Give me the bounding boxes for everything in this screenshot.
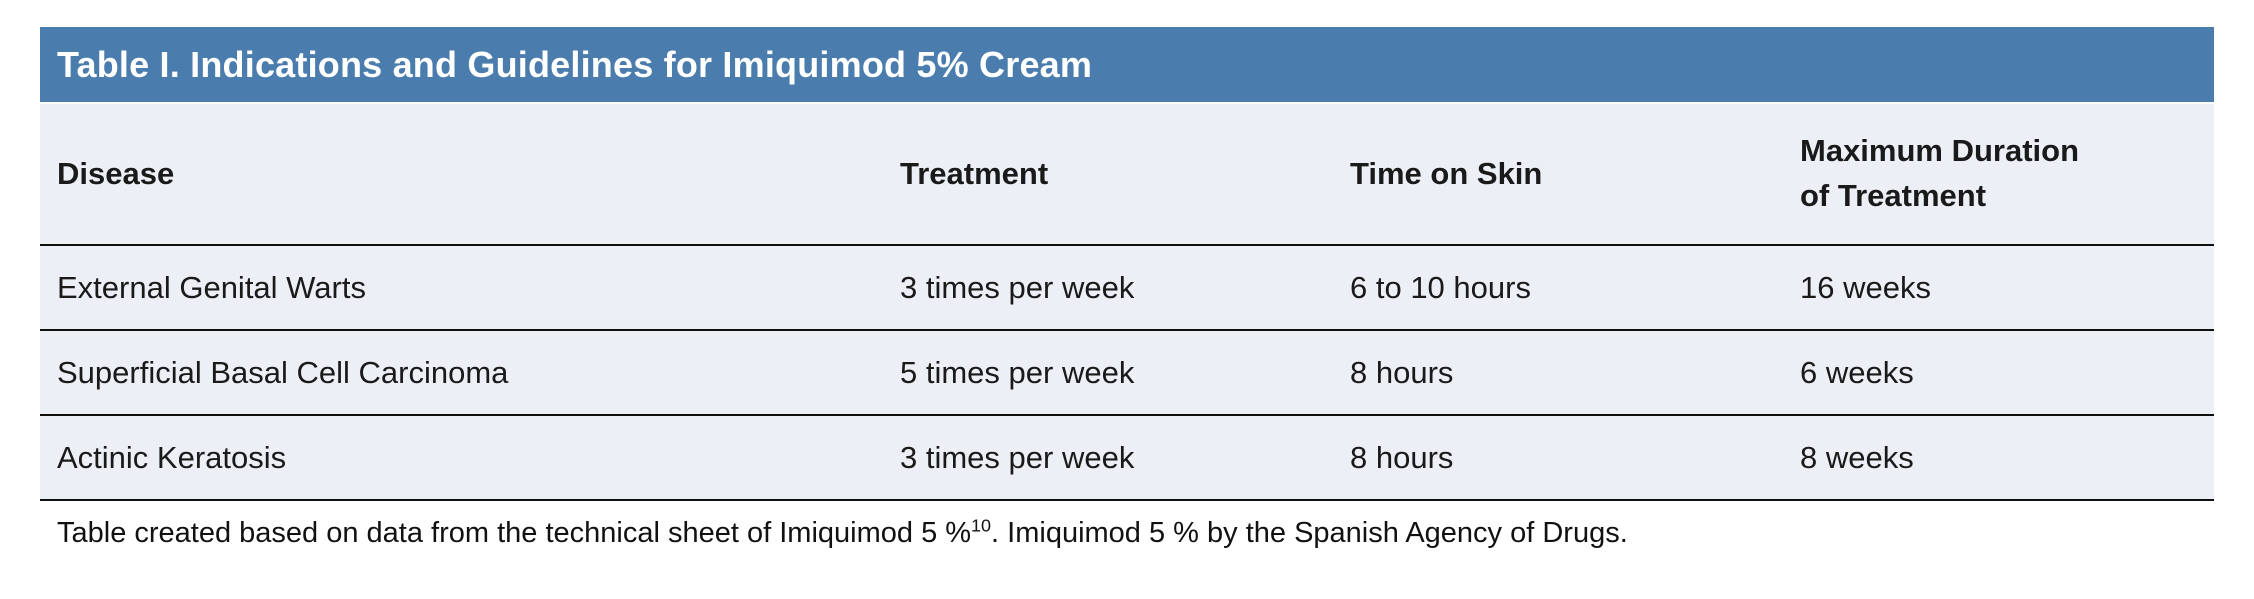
table-title-bar: Table I. Indications and Guidelines for … bbox=[40, 27, 2214, 102]
column-header-treatment: Treatment bbox=[900, 155, 1049, 191]
cell-treatment: 3 times per week bbox=[900, 269, 1135, 305]
footnote-reference-superscript: 10 bbox=[971, 515, 992, 536]
table-row: Superficial Basal Cell Carcinoma 5 times… bbox=[40, 331, 2214, 416]
cell-disease: Actinic Keratosis bbox=[57, 439, 287, 475]
cell-time-on-skin: 8 hours bbox=[1350, 439, 1454, 475]
column-header-time-on-skin: Time on Skin bbox=[1350, 155, 1543, 191]
table-footnote: Table created based on data from the tec… bbox=[40, 515, 2214, 550]
table-row: External Genital Warts 3 times per week … bbox=[40, 246, 2214, 331]
footnote-text-lead: Table created based on data from the tec… bbox=[57, 517, 972, 549]
cell-max-duration: 6 weeks bbox=[1800, 354, 1914, 390]
cell-treatment: 3 times per week bbox=[900, 439, 1135, 475]
cell-disease: Superficial Basal Cell Carcinoma bbox=[57, 354, 509, 390]
column-header-max-duration: Maximum Duration of Treatment bbox=[1800, 133, 2080, 213]
cell-time-on-skin: 8 hours bbox=[1350, 354, 1454, 390]
footnote-text-tail: . Imiquimod 5 % by the Spanish Agency of… bbox=[991, 517, 1628, 549]
cell-max-duration: 16 weeks bbox=[1800, 269, 1931, 305]
table-header-row: Disease Treatment Time on Skin Maximum D… bbox=[40, 104, 2214, 246]
table-row: Actinic Keratosis 3 times per week 8 hou… bbox=[40, 416, 2214, 501]
table-title: Table I. Indications and Guidelines for … bbox=[57, 43, 1093, 85]
cell-treatment: 5 times per week bbox=[900, 354, 1135, 390]
column-header-disease: Disease bbox=[57, 155, 175, 191]
cell-disease: External Genital Warts bbox=[57, 269, 366, 305]
indications-table: Table I. Indications and Guidelines for … bbox=[40, 27, 2214, 550]
cell-time-on-skin: 6 to 10 hours bbox=[1350, 269, 1531, 305]
cell-max-duration: 8 weeks bbox=[1800, 439, 1914, 475]
